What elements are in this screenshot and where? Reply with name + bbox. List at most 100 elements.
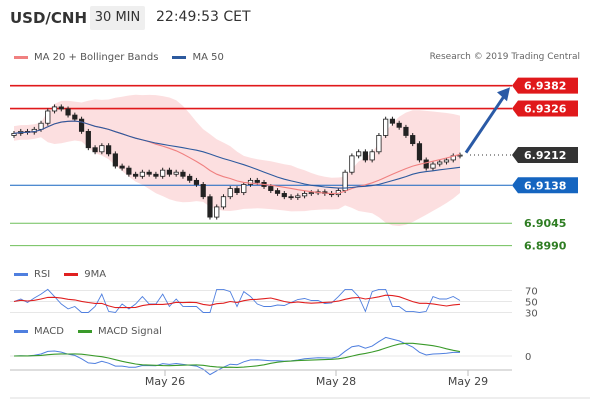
candle-body xyxy=(173,171,179,175)
candle-body xyxy=(308,192,314,195)
time-tick-label: May 28 xyxy=(316,375,356,388)
candle-body xyxy=(241,184,247,194)
ma50-legend-label: MA 50 xyxy=(192,52,224,63)
candle-body xyxy=(362,151,368,161)
candle-body xyxy=(234,188,240,194)
candle-body xyxy=(112,153,118,167)
candle-body xyxy=(430,163,436,169)
candle-body xyxy=(423,159,429,169)
candle-body xyxy=(410,135,416,145)
candle-body xyxy=(220,196,227,208)
candle-body xyxy=(153,173,159,177)
macd-swatch xyxy=(14,330,28,333)
price-label-tag xyxy=(512,177,578,194)
price-label-support: 6.9045 xyxy=(524,217,566,230)
macd-line xyxy=(13,336,460,376)
forecast-arrow-shaft xyxy=(464,95,506,154)
candle-body xyxy=(180,171,186,177)
candle-body xyxy=(443,159,450,163)
candle-body xyxy=(369,151,375,161)
candle-body xyxy=(295,195,301,198)
ma20-legend-label: MA 20 + Bollinger Bands xyxy=(34,52,159,63)
rsi-swatch xyxy=(14,273,28,276)
candle-body xyxy=(92,147,98,153)
candle-body xyxy=(356,151,362,157)
bollinger-band-area xyxy=(14,94,460,226)
rsi-tick-label: 50 xyxy=(525,298,538,309)
candle-body xyxy=(126,167,132,175)
candle-body xyxy=(389,118,396,124)
candle-body xyxy=(139,171,145,177)
candle-body xyxy=(193,179,200,185)
ma20-swatch xyxy=(14,56,28,59)
price-label-pivot: 6.9138 xyxy=(524,179,566,192)
chart-header: USD/CNH 30 MIN 22:49:53 CET xyxy=(0,0,590,38)
chart-time: 22:49:53 CET xyxy=(156,9,251,25)
candle-body xyxy=(119,165,125,169)
candle-body xyxy=(166,169,173,175)
price-labels: 6.9382 6.9326 6.9212 6.9138 6.9045 6.8990 xyxy=(512,77,578,253)
candle-body xyxy=(133,173,139,177)
rsi-tick-label: 70 xyxy=(525,287,538,298)
time-tick-label: May 26 xyxy=(145,375,185,388)
candle-body xyxy=(78,118,85,132)
time-axis: May 26 May 28 May 29 xyxy=(10,369,590,399)
rsi-legend-label: RSI xyxy=(34,269,51,280)
price-label-tag xyxy=(512,147,578,164)
forecast-arrow-head xyxy=(497,87,510,102)
time-tick-label: May 29 xyxy=(448,375,488,388)
candle-body xyxy=(38,122,44,130)
pair-symbol: USD/CNH xyxy=(10,9,88,27)
candle-body xyxy=(85,130,91,149)
candle-body xyxy=(106,145,112,155)
price-label-support: 6.8990 xyxy=(524,240,567,253)
rsi-ma-swatch xyxy=(64,273,79,276)
macd-signal-swatch xyxy=(77,330,92,333)
research-credit: Research © 2019 Trading Central xyxy=(429,52,580,62)
price-label-resistance: 6.9382 xyxy=(524,80,566,93)
ma50-swatch xyxy=(172,56,187,59)
candle-body xyxy=(65,108,71,116)
price-label-tag xyxy=(512,77,578,94)
rsi-ma-line xyxy=(13,294,461,309)
macd-tick-label: 0 xyxy=(525,352,531,363)
rsi-legend: RSI 9MA xyxy=(14,269,120,280)
candle-body xyxy=(457,154,463,157)
candle-body xyxy=(437,161,443,165)
macd-legend: MACD MACD Signal xyxy=(14,326,176,337)
price-levels xyxy=(10,84,512,247)
candle-body xyxy=(349,155,355,173)
timeframe-selector[interactable]: 30 MIN xyxy=(90,6,145,30)
macd-signal-line xyxy=(13,342,461,368)
candle-body xyxy=(207,196,213,218)
main-legend: MA 20 + Bollinger Bands MA 50 xyxy=(14,52,238,63)
candle-body xyxy=(403,126,409,136)
candle-body xyxy=(376,135,382,153)
candle-body xyxy=(416,143,423,161)
candle-body xyxy=(274,190,281,194)
candle-body xyxy=(146,171,152,175)
candle-body xyxy=(281,193,287,198)
rsi-tick-label: 30 xyxy=(525,309,538,320)
moving-averages xyxy=(13,87,510,195)
candle-body xyxy=(45,110,51,124)
candle-body xyxy=(268,186,274,191)
candle-body xyxy=(187,175,193,181)
candle-body xyxy=(11,133,17,136)
rsi-line xyxy=(13,288,461,313)
candle-body xyxy=(72,114,78,120)
candle-body xyxy=(214,206,220,218)
candle-body xyxy=(383,118,389,136)
candle-body xyxy=(288,196,294,199)
candle-body xyxy=(160,169,166,177)
candle-body xyxy=(200,184,206,198)
macd-panel: 0 xyxy=(10,336,531,376)
ma50-line xyxy=(13,120,461,189)
bollinger-bands xyxy=(14,94,460,226)
price-label-tag xyxy=(512,100,578,117)
macd-legend-label: MACD xyxy=(34,326,64,337)
price-label-resistance: 6.9326 xyxy=(524,103,567,116)
rsi-ma-legend-label: 9MA xyxy=(84,269,107,280)
